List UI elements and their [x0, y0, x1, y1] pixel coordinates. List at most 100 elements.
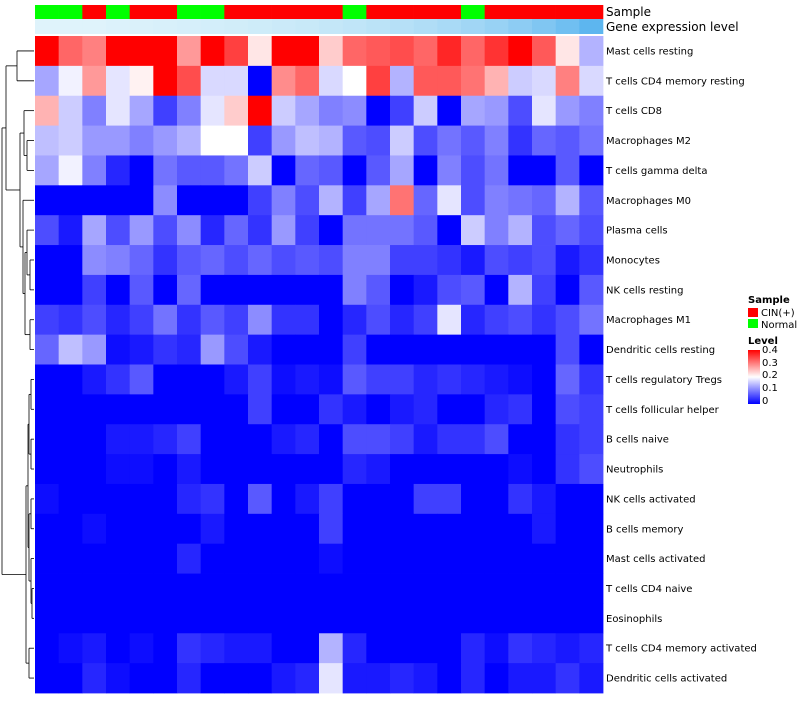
heatmap-cell: [295, 304, 320, 336]
heatmap-cell: [413, 364, 438, 395]
heatmap-cell: [35, 95, 60, 126]
heatmap-cell: [271, 394, 296, 425]
heatmap-cell: [248, 65, 273, 97]
heatmap-cell: [342, 185, 367, 216]
heatmap-cell: [390, 483, 415, 515]
heatmap-cell: [248, 334, 273, 365]
heatmap-cell: [366, 95, 391, 126]
heatmap-cell: [295, 543, 320, 574]
heatmap-cell: [484, 364, 509, 395]
heatmap-cell: [532, 573, 557, 604]
heatmap-cell: [532, 274, 557, 306]
heatmap-cell: [224, 65, 249, 97]
heatmap-cell: [437, 304, 462, 336]
heatmap-cell: [484, 424, 509, 455]
heatmap-cell: [390, 36, 415, 67]
heatmap-cell: [366, 364, 391, 395]
heatmap-cell: [508, 215, 533, 246]
sample-annotation-cell: [366, 5, 391, 19]
sample-annotation-cell: [82, 5, 107, 19]
heatmap-cell: [319, 364, 344, 395]
heatmap-cell: [319, 274, 344, 306]
heatmap-cell: [508, 245, 533, 276]
heatmap-cell: [177, 603, 202, 634]
heatmap-cell: [224, 245, 249, 276]
heatmap-cell: [82, 573, 107, 604]
heatmap-cell: [200, 304, 225, 336]
heatmap-cell: [271, 513, 296, 545]
heatmap-cell: [177, 155, 202, 186]
heatmap-cell: [508, 513, 533, 545]
heatmap-cell: [366, 394, 391, 425]
heatmap-cell: [35, 603, 60, 634]
heatmap-cell: [295, 483, 320, 515]
heatmap-cell: [342, 543, 367, 574]
heatmap-cell: [437, 603, 462, 634]
heatmap-cell: [366, 454, 391, 485]
sample-annotation-track: [35, 5, 604, 19]
heatmap-cell: [82, 95, 107, 126]
heatmap-cell: [461, 95, 486, 126]
heatmap-cell: [437, 95, 462, 126]
heatmap-cell: [177, 125, 202, 156]
heatmap-cell: [271, 125, 296, 156]
heatmap-cell: [579, 424, 604, 455]
heatmap-cell: [224, 304, 249, 336]
heatmap-cell: [319, 454, 344, 485]
heatmap-cell: [295, 215, 320, 246]
heatmap-cell: [319, 155, 344, 186]
expression-annotation-cell: [555, 19, 580, 34]
heatmap-cell: [82, 215, 107, 246]
heatmap-cell: [461, 424, 486, 455]
sample-annotation-cell: [508, 5, 533, 19]
heatmap-cell: [248, 245, 273, 276]
heatmap-cell: [35, 215, 60, 246]
heatmap-cell: [555, 603, 580, 634]
heatmap-cell: [437, 513, 462, 545]
heatmap-cell: [532, 334, 557, 365]
heatmap-cell: [58, 304, 83, 336]
heatmap-cell: [484, 215, 509, 246]
heatmap-cell: [177, 394, 202, 425]
heatmap-cell: [200, 633, 225, 664]
heatmap-cell: [413, 245, 438, 276]
heatmap-cell: [484, 394, 509, 425]
heatmap-cell: [200, 245, 225, 276]
heatmap-cell: [200, 125, 225, 156]
heatmap-cell: [413, 543, 438, 574]
heatmap-cell: [58, 663, 83, 694]
legend-swatch-cin: [748, 308, 758, 317]
heatmap-cell: [82, 424, 107, 455]
heatmap-cell: [248, 95, 273, 126]
legend-level-title: Level: [748, 336, 778, 347]
heatmap-cell: [295, 334, 320, 365]
heatmap-cell: [271, 424, 296, 455]
heatmap-cell: [153, 274, 178, 306]
heatmap-cell: [177, 274, 202, 306]
heatmap-cell: [82, 513, 107, 545]
heatmap-cell: [555, 304, 580, 336]
heatmap-cell: [508, 663, 533, 694]
heatmap-cell: [58, 543, 83, 574]
heatmap-cell: [437, 334, 462, 365]
expression-annotation-cell: [484, 19, 509, 34]
heatmap-cell: [319, 663, 344, 694]
heatmap-cell: [129, 364, 154, 395]
heatmap-cell: [342, 65, 367, 97]
heatmap-cell: [437, 155, 462, 186]
heatmap-cell: [508, 95, 533, 126]
heatmap-cell: [508, 394, 533, 425]
expression-annotation-cell: [271, 19, 296, 34]
heatmap-cell: [579, 245, 604, 276]
heatmap-cell: [82, 394, 107, 425]
heatmap-cell: [555, 245, 580, 276]
heatmap-cell: [366, 155, 391, 186]
heatmap-cell: [342, 304, 367, 336]
heatmap-cell: [271, 454, 296, 485]
heatmap-cell: [295, 364, 320, 395]
heatmap-cell: [248, 603, 273, 634]
heatmap-cell: [106, 424, 131, 455]
heatmap-cell: [342, 513, 367, 545]
heatmap-cell: [271, 573, 296, 604]
